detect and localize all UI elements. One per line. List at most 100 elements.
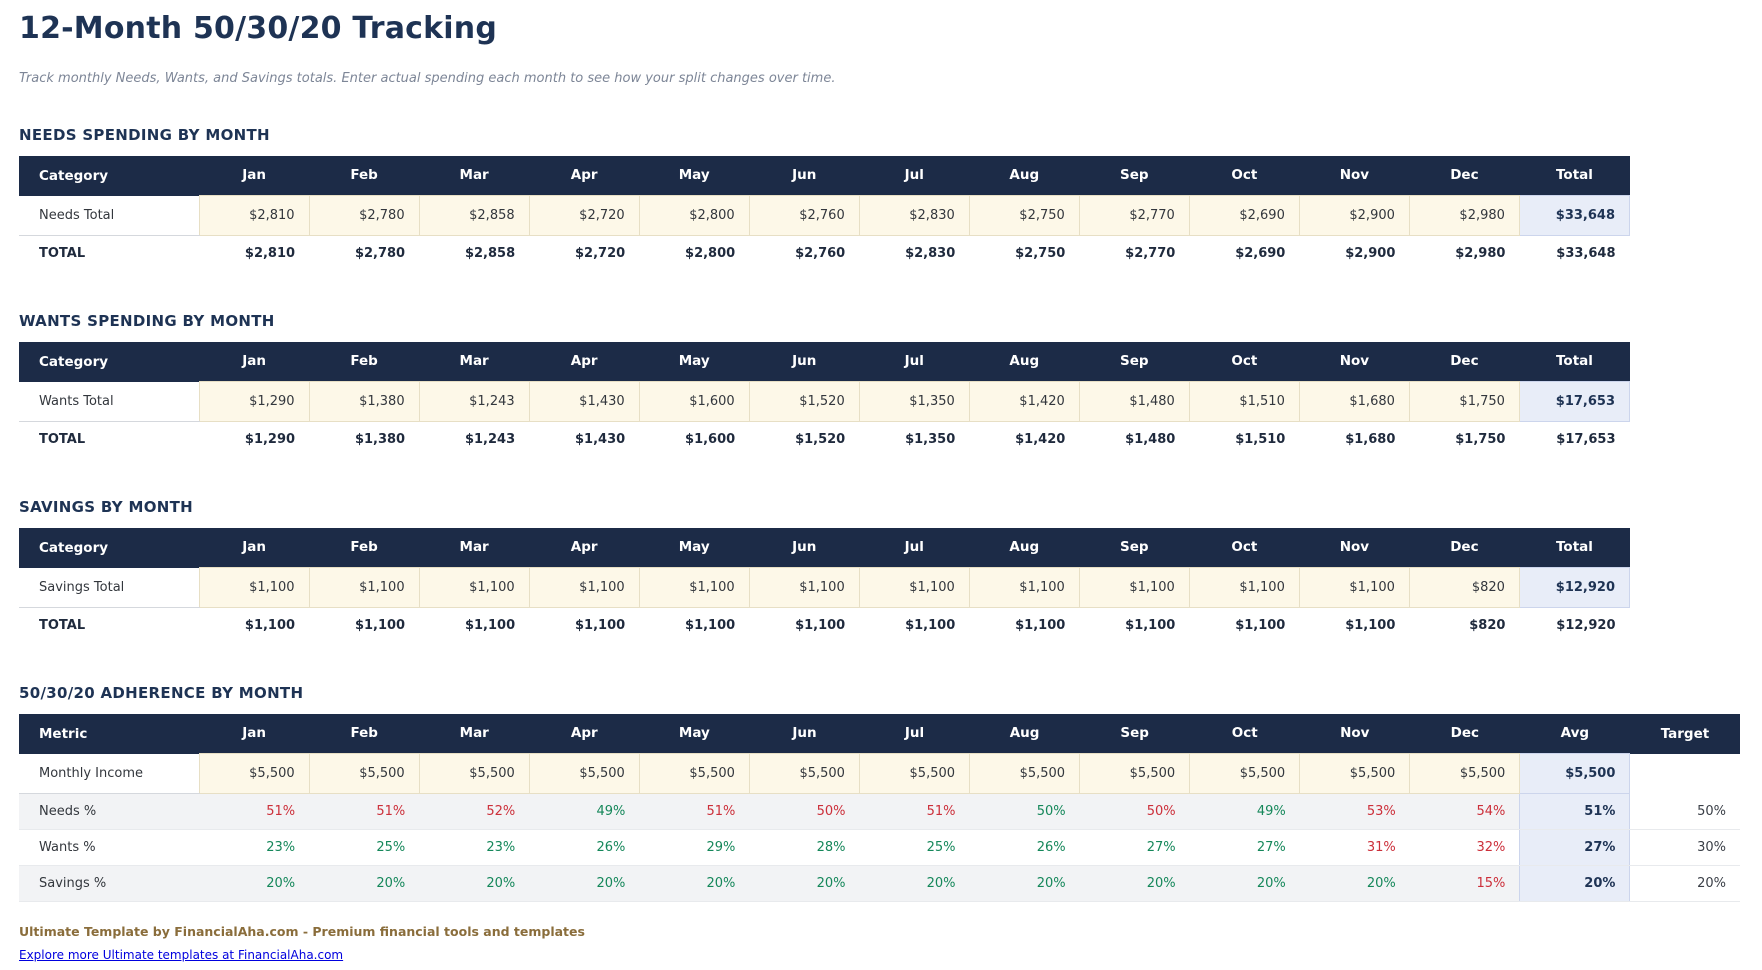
month-total-cell: $1,100 [199,607,310,644]
total-value-cell: $17,653 [1518,381,1631,422]
month-value-cell[interactable]: $1,750 [1408,381,1520,422]
section-adherence: 50/30/20 ADHERENCE BY MONTH Metric Jan Feb M… [19,684,1742,902]
month-value-cell[interactable]: $2,830 [858,195,970,236]
month-value-cell[interactable]: $5,500 [1189,753,1301,794]
avg-value-cell: $5,500 [1519,753,1631,794]
month-value-cell[interactable]: $5,500 [528,753,640,794]
month-total-cell: $1,100 [309,607,420,644]
month-value-cell[interactable]: $5,500 [748,753,860,794]
month-column-header: Oct [1189,341,1300,382]
month-value-cell: 20% [1079,865,1190,902]
footer-explore-link[interactable]: Explore more Ultimate templates at Finan… [19,948,344,962]
month-value-cell: 23% [419,829,530,866]
month-value-cell: 54% [1409,793,1520,830]
month-value-cell[interactable]: $1,100 [1078,567,1190,608]
month-value-cell[interactable]: $1,680 [1298,381,1410,422]
month-column-header: Aug [969,155,1080,196]
month-value-cell[interactable]: $1,430 [528,381,640,422]
month-total-cell: $1,100 [529,607,640,644]
month-value-cell: 49% [1189,793,1300,830]
month-value-cell[interactable]: $5,500 [198,753,310,794]
month-column-header: Sep [1079,713,1190,754]
month-column-header: Nov [1299,341,1410,382]
month-value-cell[interactable]: $1,420 [968,381,1080,422]
month-value-cell[interactable]: $2,858 [418,195,530,236]
total-value-cell: $33,648 [1518,195,1631,236]
month-value-cell: 15% [1409,865,1520,902]
month-value-cell[interactable]: $1,100 [858,567,970,608]
month-value-cell[interactable]: $1,380 [308,381,420,422]
table-head: Metric Jan Feb Mar Apr May Jun Jul Aug Sep Oct Nov D… [19,713,1740,754]
month-value-cell[interactable]: $5,500 [1299,753,1411,794]
month-value-cell: 20% [969,865,1080,902]
month-total-cell: $1,480 [1079,421,1190,458]
month-value-cell: 50% [969,793,1080,830]
page-title: 12-Month 50/30/20 Tracking [19,11,498,46]
month-total-cell: $2,900 [1299,235,1410,272]
table-row: Wants % 23% 25% 23% 26% 29% 28% 25% 26% 27% 27% 31%… [19,829,1740,866]
month-value-cell[interactable]: $2,720 [528,195,640,236]
month-column-header: May [639,155,750,196]
month-total-cell: $2,720 [529,235,640,272]
month-value-cell[interactable]: $820 [1408,567,1520,608]
month-value-cell[interactable]: $5,500 [969,753,1081,794]
month-total-cell: $1,290 [199,421,310,458]
target-value-cell [1629,753,1740,794]
month-value-cell[interactable]: $1,510 [1188,381,1300,422]
needs-table: Category Jan Feb Mar Apr May Jun Jul Aug Sep Oct No… [19,155,1631,272]
month-value-cell[interactable]: $1,600 [638,381,750,422]
month-total-cell: $1,100 [1189,607,1300,644]
month-value-cell[interactable]: $1,480 [1078,381,1190,422]
month-value-cell[interactable]: $2,690 [1188,195,1300,236]
month-total-cell: $1,600 [639,421,750,458]
category-cell: Wants Total [19,381,200,422]
target-value-cell: 20% [1629,865,1740,902]
month-value-cell[interactable]: $1,100 [1188,567,1300,608]
month-value-cell: 26% [529,829,640,866]
month-value-cell[interactable]: $1,100 [418,567,530,608]
table-row: Wants Total $1,290 $1,380 $1,243 $1,430 $1,60… [19,381,1631,422]
tables-container: NEEDS SPENDING BY MONTH Category Jan Feb Mar… [19,126,1742,902]
month-column-header: Mar [419,155,530,196]
month-value-cell[interactable]: $1,290 [198,381,310,422]
month-value-cell[interactable]: $1,350 [858,381,970,422]
month-value-cell[interactable]: $1,100 [968,567,1080,608]
month-value-cell[interactable]: $5,500 [638,753,750,794]
month-value-cell[interactable]: $1,100 [1298,567,1410,608]
month-value-cell[interactable]: $2,780 [308,195,420,236]
month-value-cell[interactable]: $5,500 [1409,753,1521,794]
month-value-cell[interactable]: $5,500 [1079,753,1191,794]
header-row: Category Jan Feb Mar Apr May Jun Jul Aug Sep Oct No… [19,527,1630,568]
month-column-header: May [639,341,750,382]
month-value-cell[interactable]: $1,100 [528,567,640,608]
savings-section-heading: SAVINGS BY MONTH [19,497,193,516]
month-value-cell[interactable]: $2,900 [1298,195,1410,236]
month-value-cell[interactable]: $2,760 [748,195,860,236]
month-column-header: Aug [969,341,1080,382]
month-total-cell: $1,100 [859,607,970,644]
month-value-cell[interactable]: $1,100 [198,567,310,608]
month-value-cell[interactable]: $2,770 [1078,195,1190,236]
month-value-cell[interactable]: $5,500 [858,753,971,794]
header-row: Category Jan Feb Mar Apr May Jun Jul Aug Sep Oct No… [19,155,1630,196]
month-value-cell[interactable]: $1,243 [418,381,530,422]
month-value-cell: 51% [309,793,420,830]
month-total-cell: $1,380 [309,421,420,458]
month-value-cell: 49% [529,793,640,830]
month-value-cell[interactable]: $5,500 [418,753,530,794]
month-total-cell: $2,690 [1189,235,1300,272]
month-value-cell[interactable]: $1,100 [638,567,750,608]
month-value-cell[interactable]: $2,750 [968,195,1080,236]
month-value-cell[interactable]: $1,100 [748,567,860,608]
header-row: Category Jan Feb Mar Apr May Jun Jul Aug Sep Oct No… [19,341,1630,382]
month-value-cell[interactable]: $2,800 [638,195,750,236]
adherence-table: Metric Jan Feb Mar Apr May Jun Jul Aug Sep Oct Nov D… [19,713,1740,902]
month-value-cell[interactable]: $2,810 [198,195,310,236]
section-wants: WANTS SPENDING BY MONTH Category Jan Feb Mar… [19,312,1742,458]
month-value-cell[interactable]: $1,520 [748,381,860,422]
month-value-cell[interactable]: $5,500 [308,753,420,794]
month-total-cell: $820 [1409,607,1520,644]
month-value-cell[interactable]: $2,980 [1408,195,1520,236]
month-value-cell[interactable]: $1,100 [308,567,420,608]
target-value-cell: 30% [1629,829,1740,866]
